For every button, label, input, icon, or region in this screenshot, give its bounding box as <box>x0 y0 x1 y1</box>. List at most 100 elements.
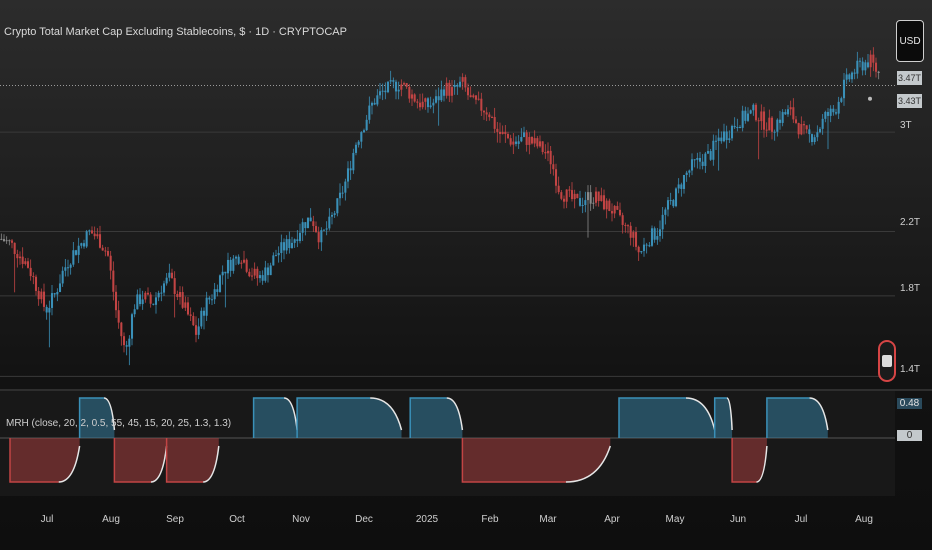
candle-body <box>872 54 875 63</box>
candle-body <box>293 239 296 243</box>
candle-body <box>824 111 827 119</box>
oscillator-edge <box>252 397 285 438</box>
candle-body <box>330 214 334 217</box>
candle-body <box>178 292 182 297</box>
candle-body <box>418 102 422 108</box>
candle-body <box>605 200 608 210</box>
candle-body <box>192 315 195 326</box>
candle-body <box>842 79 846 99</box>
candle-body <box>354 144 358 153</box>
candle-body <box>101 247 104 251</box>
candle-body <box>408 86 411 99</box>
candle-body <box>269 265 272 276</box>
candle-body <box>613 205 616 214</box>
candle-body <box>666 200 670 210</box>
candle-body <box>296 239 299 242</box>
candle-body <box>53 293 56 295</box>
candle-body <box>400 84 403 90</box>
candle-body <box>333 213 336 215</box>
candle-body <box>128 338 131 347</box>
oscillator-down-area <box>10 438 80 482</box>
candle-body <box>322 229 326 231</box>
candle-body <box>640 251 643 253</box>
candle-body <box>728 138 731 141</box>
candle-body <box>480 98 483 111</box>
candle-body <box>42 291 46 307</box>
candle-body <box>448 82 451 96</box>
candle-body <box>280 242 283 254</box>
candle-body <box>122 336 126 346</box>
candle-body <box>576 193 579 199</box>
oscillator-up-area <box>79 398 115 438</box>
candle-body <box>696 157 699 160</box>
x-tick-label: Nov <box>292 514 310 525</box>
candle-body <box>658 229 662 237</box>
oscillator-down-area <box>462 438 611 482</box>
candle-body <box>445 82 448 96</box>
candle-body <box>365 119 368 131</box>
candle-body <box>232 258 235 271</box>
candle-body <box>594 191 598 203</box>
oscillator-down-area <box>166 438 219 482</box>
candle-body <box>272 255 275 266</box>
candle-body <box>80 243 83 246</box>
candle-body <box>856 60 859 74</box>
candle-body <box>469 95 472 98</box>
candle-body <box>490 117 494 119</box>
candle-body <box>706 151 710 154</box>
candle-body <box>456 84 459 87</box>
price-label-prev: 3.43T <box>897 94 922 108</box>
oscillator-decay <box>370 397 403 431</box>
candle-body <box>8 240 11 242</box>
candle-body <box>248 271 251 277</box>
candle-body <box>472 95 475 98</box>
candle-body <box>432 102 435 106</box>
candle-body <box>501 131 504 134</box>
candle-body <box>125 345 128 347</box>
oscillator-down-area <box>732 438 767 482</box>
candle-body <box>592 202 595 204</box>
candle-body <box>434 96 438 103</box>
candle-body <box>189 314 192 316</box>
candle-body <box>565 189 568 202</box>
candle-body <box>544 152 547 154</box>
candle-body <box>109 255 112 271</box>
candle-body <box>672 200 675 207</box>
x-tick-label: Jun <box>729 514 747 525</box>
oscillator-edge <box>409 397 447 438</box>
candle-body <box>816 132 819 138</box>
candle-body <box>845 74 848 80</box>
candle-body <box>136 294 139 310</box>
y-tick-label: 1.8T <box>900 283 921 294</box>
candle-body <box>376 95 379 105</box>
flag-icon[interactable] <box>878 340 896 382</box>
candle-body <box>50 293 54 308</box>
candle-body <box>869 54 872 68</box>
candle-body <box>570 190 574 200</box>
candle-body <box>298 232 302 242</box>
currency-button[interactable]: USD <box>896 20 924 62</box>
oscillator-up-area <box>714 398 733 438</box>
candle-body <box>768 117 771 131</box>
candle-body <box>832 108 835 113</box>
candle-body <box>306 217 310 229</box>
x-tick-label: 2025 <box>415 514 439 525</box>
candle-body <box>656 236 659 240</box>
candle-body <box>485 112 488 115</box>
candle-body <box>277 253 280 256</box>
candle-body <box>752 104 755 111</box>
oscillator-decay <box>756 445 768 483</box>
x-tick-label: Aug <box>102 514 120 525</box>
candle-body <box>616 205 619 210</box>
candle-body <box>840 98 843 102</box>
candle-body <box>800 124 803 135</box>
oscillator-edge <box>713 397 727 438</box>
oscillator-decay <box>103 397 116 431</box>
candle-body <box>466 87 470 96</box>
candle-body <box>858 60 862 62</box>
candle-body <box>754 104 758 121</box>
candle-body <box>256 268 259 279</box>
candle-body <box>450 87 454 96</box>
candle-body <box>349 168 352 171</box>
